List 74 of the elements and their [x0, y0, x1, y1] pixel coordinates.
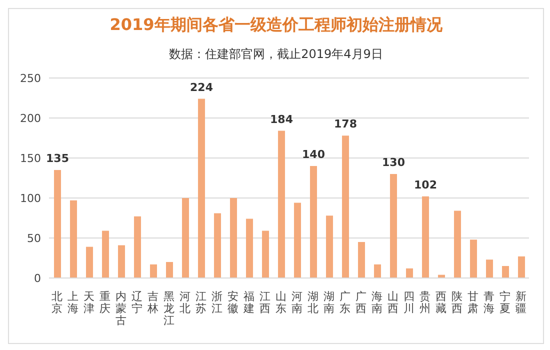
- x-tick-label: 湖南: [324, 290, 334, 315]
- x-tick-label: 海南: [372, 290, 382, 315]
- x-tick-label: 福建: [242, 290, 254, 315]
- bar: [150, 264, 157, 278]
- x-tick-label: 山西: [388, 290, 398, 315]
- y-tick-label: 50: [27, 232, 41, 245]
- bar: [374, 264, 381, 278]
- x-tick-label: 甘肃: [468, 290, 478, 315]
- x-tick-label: 黑龙江: [164, 290, 174, 327]
- x-tick-label: 江苏: [196, 290, 206, 315]
- bar: [390, 174, 397, 278]
- bar: [54, 170, 61, 278]
- data-label: 130: [382, 156, 406, 169]
- bar: [166, 262, 173, 278]
- bar: [102, 230, 109, 278]
- x-tick-label: 安徽: [228, 290, 238, 315]
- bar: [502, 266, 509, 278]
- bar: [246, 218, 253, 278]
- bar: [230, 198, 237, 278]
- x-tick-label: 山东: [276, 290, 286, 315]
- data-label: 224: [190, 80, 214, 94]
- x-tick-label: 贵州: [420, 290, 430, 315]
- bar: [422, 196, 429, 278]
- x-tick-label: 湖北: [308, 290, 318, 315]
- bar: [358, 242, 365, 278]
- x-tick-label: 重庆: [100, 290, 110, 315]
- bar: [134, 216, 141, 278]
- bar: [310, 166, 317, 278]
- bar: [406, 268, 413, 278]
- x-tick-label: 江西: [260, 290, 270, 315]
- bar: [486, 260, 493, 278]
- y-tick-label: 100: [20, 192, 41, 205]
- bar: [182, 198, 189, 278]
- y-tick-label: 250: [20, 72, 41, 85]
- y-tick-label: 150: [20, 152, 41, 165]
- chart-subtitle: 数据：住建部官网，截止2019年4月9日: [168, 46, 384, 63]
- bar: [278, 130, 285, 278]
- bar: [70, 200, 77, 278]
- x-tick-label: 四川: [404, 290, 414, 315]
- x-tick-label: 辽宁: [132, 290, 142, 315]
- x-tick-label: 天津: [84, 290, 94, 315]
- bar: [214, 213, 221, 278]
- x-tick-label: 广东: [340, 290, 350, 315]
- x-tick-label: 西藏: [436, 290, 446, 315]
- y-tick-label: 200: [20, 112, 41, 125]
- bar: [86, 246, 93, 278]
- bar: [294, 202, 301, 278]
- bar: [326, 216, 333, 278]
- bar: [198, 98, 205, 278]
- bar: [262, 230, 269, 278]
- x-tick-label: 新疆: [516, 290, 526, 315]
- x-tick-label: 北京: [52, 290, 62, 315]
- bar: [470, 240, 477, 278]
- x-tick-label: 河南: [292, 290, 302, 315]
- data-label: 184: [270, 112, 294, 126]
- chart-title: 2019年期间各省一级造价工程师初始注册情况: [108, 15, 444, 36]
- data-label: 102: [414, 178, 437, 192]
- bar: [118, 245, 125, 278]
- x-tick-label: 浙江: [212, 290, 222, 315]
- x-tick-label: 内蒙古: [116, 290, 126, 327]
- data-label: 178: [334, 118, 357, 131]
- y-tick-label: 0: [34, 272, 41, 285]
- x-tick-label: 青海: [484, 290, 494, 315]
- data-label: 135: [46, 152, 69, 165]
- x-tick-label: 陕西: [452, 290, 462, 315]
- x-tick-label: 吉林: [146, 290, 158, 315]
- x-tick-label: 上海: [68, 290, 78, 315]
- bar: [342, 136, 349, 278]
- x-tick-label: 广西: [356, 290, 366, 315]
- x-tick-label: 河北: [180, 290, 190, 315]
- x-tick-label: 宁夏: [500, 290, 510, 315]
- bar: [518, 256, 525, 278]
- data-label: 140: [302, 148, 326, 161]
- bar: [454, 210, 461, 278]
